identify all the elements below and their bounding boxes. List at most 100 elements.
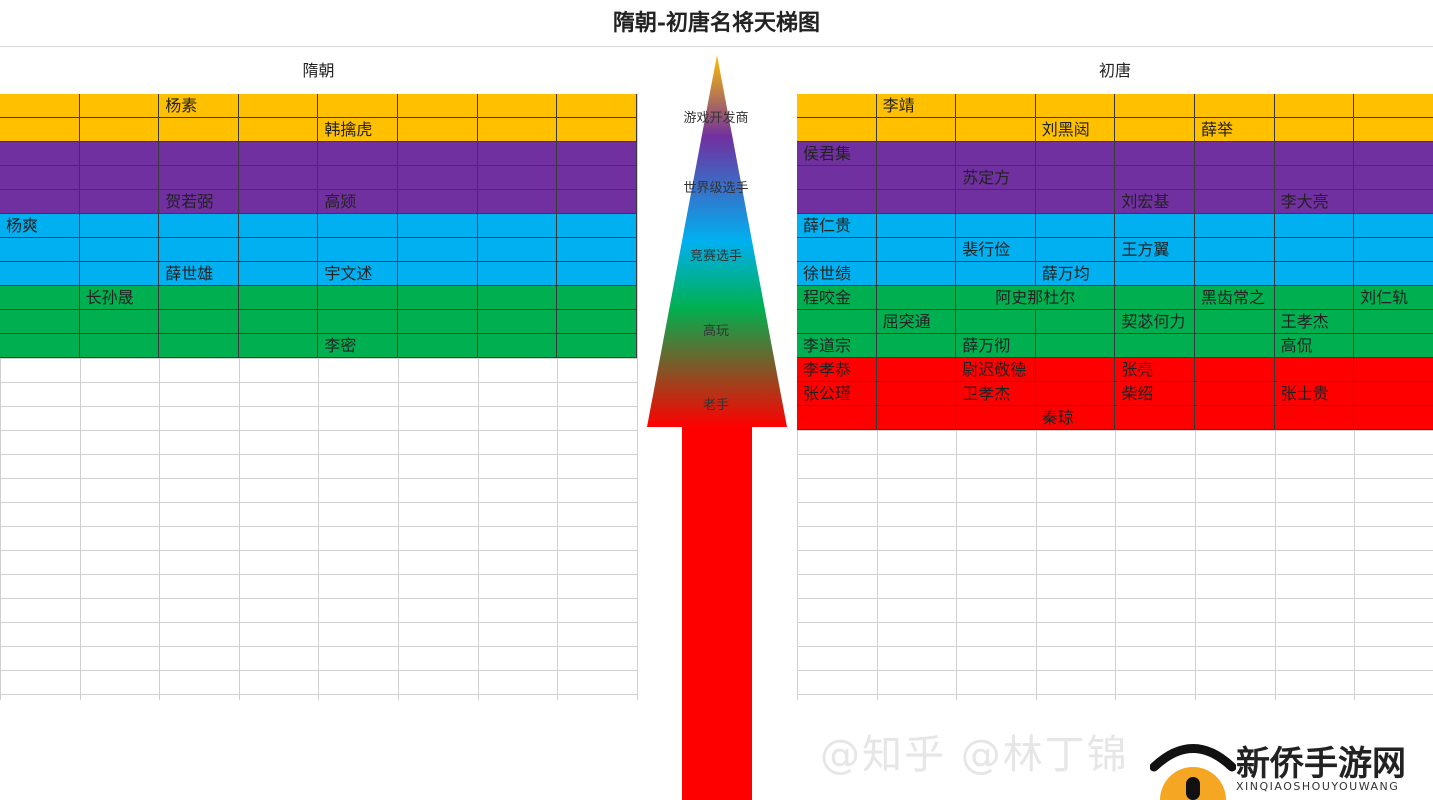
table-cell[interactable]: 黑齿常之 — [1194, 286, 1275, 310]
table-cell[interactable]: 苏定方 — [956, 166, 1036, 190]
table-cell[interactable] — [557, 214, 637, 238]
table-cell[interactable] — [876, 190, 957, 214]
table-cell[interactable] — [79, 190, 160, 214]
table-cell[interactable] — [797, 238, 877, 262]
table-cell[interactable] — [0, 190, 80, 214]
table-cell[interactable] — [557, 166, 637, 190]
table-cell[interactable] — [956, 310, 1036, 334]
table-cell[interactable]: 卫孝杰 — [956, 382, 1036, 406]
table-cell[interactable] — [238, 142, 319, 166]
table-cell[interactable] — [1354, 190, 1433, 214]
table-cell[interactable]: 宇文述 — [318, 262, 398, 286]
table-cell[interactable] — [318, 166, 398, 190]
table-cell[interactable] — [1354, 406, 1433, 430]
table-cell[interactable] — [1115, 406, 1195, 430]
table-cell[interactable] — [1035, 358, 1116, 382]
table-cell[interactable]: 杨素 — [159, 94, 239, 118]
table-cell[interactable]: 薛万均 — [1035, 262, 1116, 286]
table-cell[interactable]: 徐世绩 — [797, 262, 877, 286]
table-cell[interactable]: 李孝恭 — [797, 358, 877, 382]
table-cell[interactable] — [1274, 214, 1355, 238]
table-cell[interactable] — [797, 94, 877, 118]
table-cell[interactable] — [956, 262, 1036, 286]
table-cell[interactable] — [1115, 214, 1195, 238]
table-cell[interactable] — [557, 262, 637, 286]
table-cell[interactable] — [557, 142, 637, 166]
table-cell[interactable] — [956, 406, 1036, 430]
table-cell[interactable] — [397, 166, 478, 190]
table-cell[interactable] — [0, 262, 80, 286]
table-cell[interactable]: 薛仁贵 — [797, 214, 877, 238]
table-cell[interactable] — [1354, 94, 1433, 118]
table-cell[interactable] — [238, 118, 319, 142]
table-cell[interactable] — [318, 238, 398, 262]
table-cell[interactable] — [318, 214, 398, 238]
table-cell[interactable] — [238, 94, 319, 118]
table-cell[interactable] — [159, 142, 239, 166]
table-cell[interactable] — [0, 118, 80, 142]
table-cell[interactable] — [397, 142, 478, 166]
table-cell[interactable] — [1115, 166, 1195, 190]
table-cell[interactable] — [159, 166, 239, 190]
table-cell[interactable] — [79, 214, 160, 238]
table-cell[interactable] — [1194, 334, 1275, 358]
table-cell[interactable] — [1274, 118, 1355, 142]
table-cell[interactable] — [0, 238, 80, 262]
table-cell[interactable] — [1274, 238, 1355, 262]
table-cell[interactable] — [1194, 406, 1275, 430]
table-cell[interactable] — [477, 214, 558, 238]
table-cell[interactable] — [238, 286, 319, 310]
table-cell[interactable] — [1035, 238, 1116, 262]
table-cell[interactable] — [956, 118, 1036, 142]
table-cell[interactable] — [1354, 358, 1433, 382]
table-cell[interactable] — [1354, 310, 1433, 334]
table-cell[interactable] — [1194, 310, 1275, 334]
table-cell[interactable] — [1194, 382, 1275, 406]
table-cell[interactable] — [1274, 286, 1355, 310]
table-cell[interactable] — [1194, 94, 1275, 118]
table-cell[interactable]: 张公瑾 — [797, 382, 877, 406]
table-cell[interactable] — [397, 118, 478, 142]
table-cell[interactable] — [0, 334, 80, 358]
table-cell[interactable]: 王孝杰 — [1274, 310, 1355, 334]
table-cell[interactable] — [1274, 166, 1355, 190]
table-cell[interactable] — [797, 406, 877, 430]
table-cell[interactable] — [797, 166, 877, 190]
table-cell[interactable] — [876, 214, 957, 238]
table-cell[interactable] — [1194, 190, 1275, 214]
table-cell[interactable] — [1354, 166, 1433, 190]
table-cell[interactable] — [159, 214, 239, 238]
table-cell[interactable] — [1035, 382, 1116, 406]
table-cell[interactable]: 张亮 — [1115, 358, 1195, 382]
table-cell[interactable] — [1354, 142, 1433, 166]
table-cell[interactable]: 高侃 — [1274, 334, 1355, 358]
table-cell[interactable]: 李密 — [318, 334, 398, 358]
table-cell[interactable] — [238, 214, 319, 238]
table-cell[interactable] — [797, 190, 877, 214]
table-cell[interactable] — [876, 262, 957, 286]
table-cell[interactable] — [477, 166, 558, 190]
table-cell[interactable] — [0, 166, 80, 190]
table-cell[interactable] — [1115, 142, 1195, 166]
table-cell[interactable] — [159, 286, 239, 310]
table-cell[interactable]: 刘宏基 — [1115, 190, 1195, 214]
table-cell[interactable] — [1035, 334, 1116, 358]
table-cell[interactable] — [1115, 286, 1195, 310]
table-cell[interactable] — [956, 190, 1036, 214]
table-cell[interactable]: 侯君集 — [797, 142, 877, 166]
table-cell[interactable] — [1194, 142, 1275, 166]
table-cell[interactable] — [1035, 310, 1116, 334]
table-cell[interactable] — [0, 286, 80, 310]
table-cell[interactable]: 阿史那杜尔 — [956, 286, 1116, 310]
table-cell[interactable] — [1354, 334, 1433, 358]
table-cell[interactable] — [1274, 94, 1355, 118]
table-cell[interactable] — [477, 262, 558, 286]
table-cell[interactable] — [1194, 238, 1275, 262]
table-cell[interactable] — [557, 334, 637, 358]
table-cell[interactable] — [318, 286, 398, 310]
table-cell[interactable] — [1274, 358, 1355, 382]
table-cell[interactable]: 张士贵 — [1274, 382, 1355, 406]
table-cell[interactable] — [0, 94, 80, 118]
table-cell[interactable] — [477, 118, 558, 142]
table-cell[interactable] — [876, 382, 957, 406]
